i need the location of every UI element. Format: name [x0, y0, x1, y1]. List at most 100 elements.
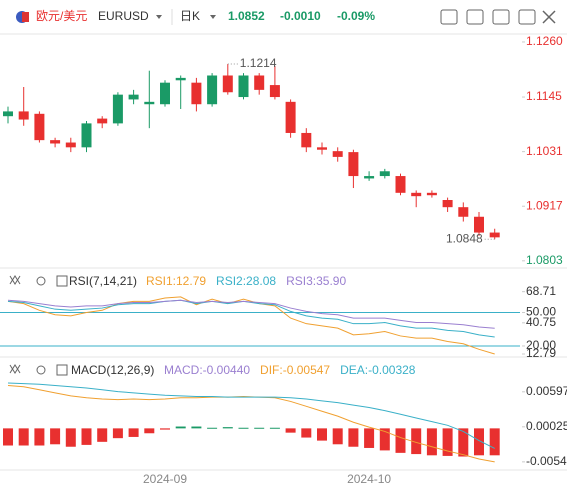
macd-bar: [34, 428, 45, 446]
rsi-line: [7, 299, 495, 329]
candle-body: [254, 75, 265, 90]
y-tick-label: 12.79: [526, 346, 556, 360]
close-icon[interactable]: [542, 10, 556, 24]
macd-line: [7, 382, 495, 449]
rsi-line: [7, 299, 495, 338]
macd-bar: [238, 427, 249, 429]
macd-bar: [112, 428, 123, 439]
candle-body: [332, 151, 343, 157]
y-tick-label: 0.00025: [526, 419, 567, 433]
y-tick-label: 50.00: [526, 305, 556, 319]
macd-bar: [144, 428, 155, 434]
tool-icon[interactable]: [466, 9, 484, 25]
flag-icon: [22, 12, 29, 22]
candle-body: [348, 152, 359, 177]
pair-name: 欧元/美元: [36, 9, 87, 23]
candle-body: [301, 132, 312, 148]
candle-body: [222, 75, 233, 93]
symbol[interactable]: EURUSD: [98, 9, 149, 23]
candle-body: [364, 176, 375, 179]
candle-body: [18, 111, 29, 120]
candle-body: [442, 200, 453, 208]
panel-title: MACD(12,26,9): [71, 363, 154, 377]
macd-bar: [81, 428, 92, 445]
legend-label: RSI2:28.08: [216, 274, 276, 288]
y-tick-label: 68.71: [526, 284, 556, 298]
macd-bar: [18, 428, 29, 446]
legend-label: DIF:-0.00547: [260, 363, 330, 377]
legend-label: DEA:-0.00328: [340, 363, 416, 377]
macd-bar: [489, 428, 500, 456]
candle-body: [191, 82, 202, 105]
rsi-header: RSI(7,14,21): [9, 274, 137, 288]
candle-body: [144, 101, 155, 105]
candle-body: [50, 140, 61, 144]
macd-bar: [426, 428, 437, 456]
y-tick-label: 1.1145: [526, 89, 562, 103]
x-tick-label: 2024-10: [347, 472, 391, 486]
candle-body: [3, 111, 13, 117]
period[interactable]: 日K: [180, 9, 200, 23]
y-tick-label: 1.1260: [526, 34, 563, 48]
macd-bar: [442, 428, 453, 456]
candle-body: [112, 94, 123, 124]
candle-body: [395, 176, 406, 193]
dropdown-icon[interactable]: [210, 15, 216, 19]
max-annotation: 1.1214: [240, 56, 277, 70]
change-pct: -0.09%: [337, 9, 375, 23]
collapse-icon[interactable]: [9, 364, 21, 374]
candle-body: [426, 192, 437, 196]
macd-bar: [411, 428, 422, 455]
legend-label: MACD:-0.00440: [164, 363, 250, 377]
macd-bar: [65, 428, 76, 447]
macd-bar: [175, 426, 186, 429]
tool-icon[interactable]: [440, 9, 458, 25]
y-tick-label: 0.00597: [526, 384, 567, 398]
y-tick-label: 1.1031: [526, 144, 563, 158]
settings-icon[interactable]: [36, 276, 46, 286]
dropdown-icon[interactable]: [156, 15, 162, 19]
candle-body: [489, 232, 500, 238]
candle-body: [160, 82, 170, 105]
y-tick-label: 1.0803: [526, 253, 563, 267]
rsi-line: [7, 296, 495, 355]
candle-body: [285, 101, 296, 133]
macd-bar: [301, 428, 312, 438]
candle-body: [175, 77, 186, 81]
add-icon[interactable]: [56, 275, 68, 287]
macd-bar: [317, 428, 327, 441]
candle-body: [269, 85, 280, 98]
price: 1.0852: [228, 9, 265, 23]
candle-body: [458, 207, 469, 217]
x-tick-label: 2024-09: [143, 472, 187, 486]
add-icon[interactable]: [56, 364, 68, 376]
min-annotation: 1.0848: [446, 231, 483, 245]
y-tick-label: 1.0917: [526, 198, 563, 212]
macd-bar: [474, 428, 484, 456]
tool-icon[interactable]: [492, 9, 510, 25]
candle-body: [81, 123, 92, 148]
macd-bar: [364, 428, 375, 448]
macd-bar: [222, 427, 233, 429]
y-tick-label: 40.75: [526, 315, 556, 329]
header: 欧元/美元 EURUSD 日K 1.0852 -0.0010 -0.09%: [16, 9, 556, 25]
tool-icon[interactable]: [518, 9, 536, 25]
legend-label: RSI3:35.90: [286, 274, 346, 288]
macd-bar: [254, 427, 265, 429]
macd-bar: [160, 428, 170, 430]
candle-body: [97, 118, 108, 124]
macd-bar: [348, 428, 359, 447]
panel-title: RSI(7,14,21): [69, 274, 137, 288]
macd-bar: [285, 428, 296, 433]
candle-body: [238, 75, 249, 98]
macd-bar: [332, 428, 343, 445]
settings-icon[interactable]: [36, 365, 46, 375]
candle-body: [65, 142, 76, 148]
macd-bar: [395, 428, 406, 453]
macd-header: MACD(12,26,9): [9, 363, 154, 377]
macd-bar: [191, 426, 202, 429]
collapse-icon[interactable]: [9, 275, 21, 285]
